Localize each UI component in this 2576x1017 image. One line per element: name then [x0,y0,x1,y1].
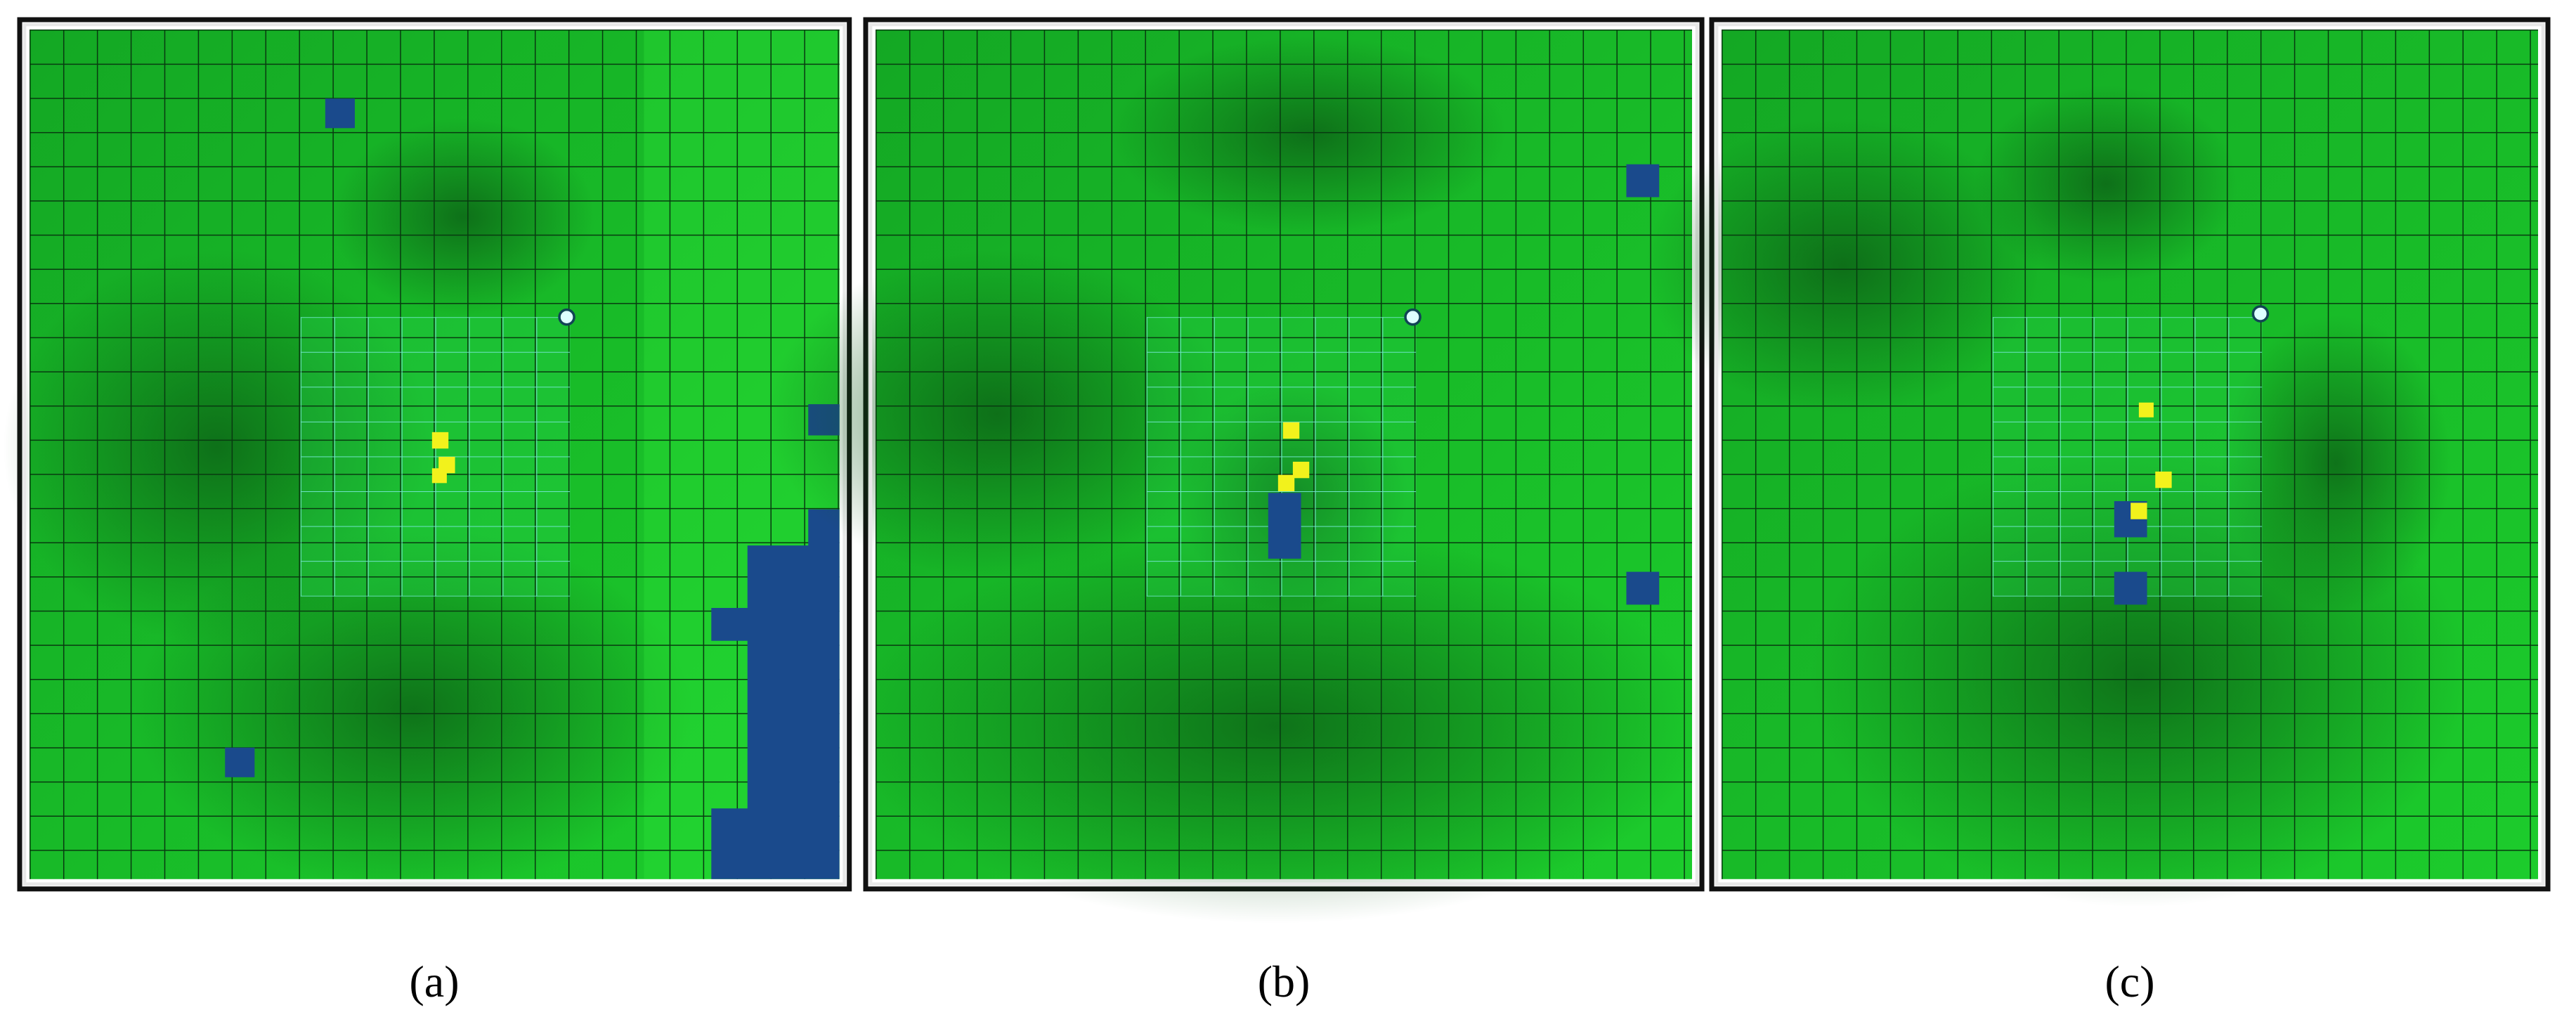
panel-b [767,17,1705,924]
panel-a [3,17,852,892]
panel-label: (c) [2105,957,2154,1006]
panel-label: (a) [409,957,459,1006]
panel-c [1646,17,2551,907]
panel-label: (b) [1258,957,1310,1006]
